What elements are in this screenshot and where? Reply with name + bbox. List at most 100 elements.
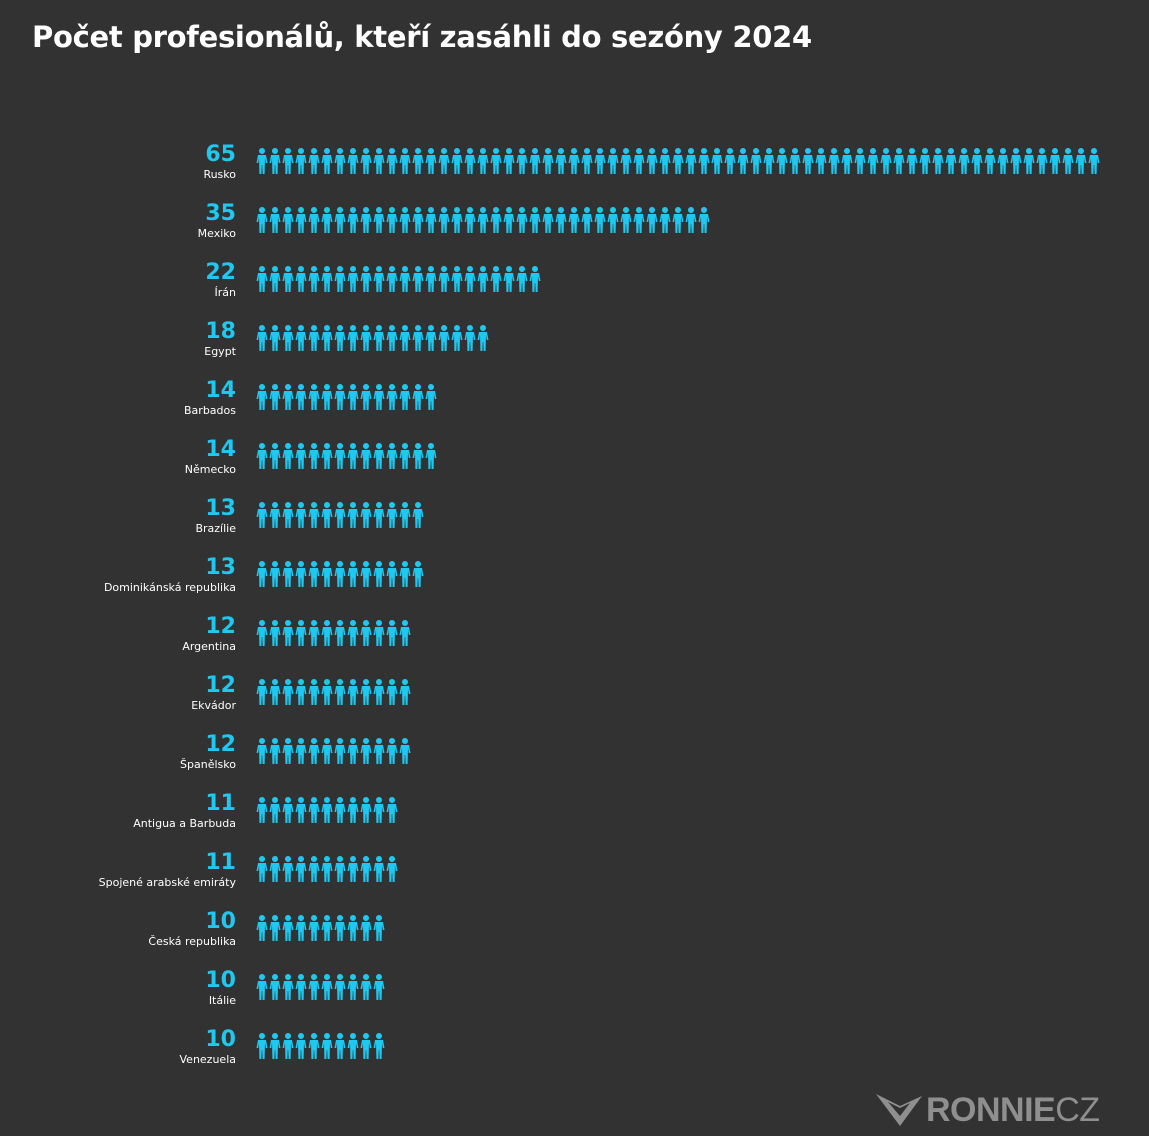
- person-icon: [945, 148, 957, 174]
- person-icon: [685, 207, 697, 233]
- data-value-label: 12: [205, 673, 236, 698]
- chart-row: 14 Barbados: [0, 379, 1149, 429]
- person-icon: [308, 384, 320, 410]
- category-label: Argentina: [182, 640, 236, 653]
- person-icon: [399, 620, 411, 646]
- person-icon: [347, 915, 359, 941]
- person-icon: [360, 148, 372, 174]
- person-icon: [321, 325, 333, 351]
- person-icon: [516, 266, 528, 292]
- person-icon: [360, 856, 372, 882]
- person-icon: [386, 738, 398, 764]
- person-icon: [516, 148, 528, 174]
- person-icon: [269, 561, 281, 587]
- person-icon: [282, 679, 294, 705]
- person-icon: [321, 797, 333, 823]
- chart-row: 11 Spojené arabské emiráty: [0, 851, 1149, 901]
- data-value-label: 10: [205, 1027, 236, 1052]
- data-value-label: 11: [205, 850, 236, 875]
- person-icon: [425, 443, 437, 469]
- person-icon: [360, 443, 372, 469]
- person-icon: [399, 443, 411, 469]
- person-icon: [425, 266, 437, 292]
- person-icon: [464, 266, 476, 292]
- person-icon: [698, 148, 710, 174]
- person-icon: [295, 915, 307, 941]
- person-icon-bar: [256, 266, 541, 292]
- category-label: Brazílie: [195, 522, 236, 535]
- person-icon: [282, 974, 294, 1000]
- person-icon: [256, 620, 268, 646]
- chart-title: Počet profesionálů, kteří zasáhli do sez…: [32, 20, 812, 54]
- person-icon: [360, 915, 372, 941]
- person-icon: [919, 148, 931, 174]
- person-icon: [399, 207, 411, 233]
- person-icon: [1023, 148, 1035, 174]
- person-icon: [776, 148, 788, 174]
- person-icon: [321, 620, 333, 646]
- person-icon: [386, 266, 398, 292]
- person-icon: [386, 502, 398, 528]
- person-icon-bar: [256, 797, 398, 823]
- person-icon: [685, 148, 697, 174]
- data-value-label: 13: [205, 555, 236, 580]
- data-value-label: 10: [205, 968, 236, 993]
- person-icon: [347, 1033, 359, 1059]
- person-icon: [386, 856, 398, 882]
- category-label: Mexiko: [197, 227, 236, 240]
- person-icon: [412, 325, 424, 351]
- person-icon: [321, 974, 333, 1000]
- person-icon: [334, 561, 346, 587]
- person-icon-bar: [256, 620, 411, 646]
- person-icon: [334, 856, 346, 882]
- person-icon: [581, 148, 593, 174]
- person-icon: [269, 384, 281, 410]
- person-icon: [308, 797, 320, 823]
- person-icon: [308, 266, 320, 292]
- category-label: Spojené arabské emiráty: [98, 876, 236, 889]
- person-icon: [737, 148, 749, 174]
- person-icon: [529, 148, 541, 174]
- person-icon: [490, 207, 502, 233]
- person-icon: [867, 148, 879, 174]
- person-icon-bar: [256, 384, 437, 410]
- person-icon: [477, 148, 489, 174]
- person-icon: [334, 797, 346, 823]
- person-icon: [347, 325, 359, 351]
- person-icon: [620, 207, 632, 233]
- person-icon: [347, 561, 359, 587]
- person-icon: [347, 620, 359, 646]
- person-icon: [360, 266, 372, 292]
- person-icon: [269, 325, 281, 351]
- person-icon: [308, 325, 320, 351]
- person-icon-bar: [256, 325, 489, 351]
- category-label: Egypt: [204, 345, 236, 358]
- person-icon: [295, 797, 307, 823]
- person-icon: [282, 502, 294, 528]
- person-icon: [256, 738, 268, 764]
- person-icon: [984, 148, 996, 174]
- person-icon: [269, 207, 281, 233]
- person-icon: [347, 679, 359, 705]
- person-icon: [373, 856, 385, 882]
- logo-arrow-icon: [876, 1094, 922, 1126]
- person-icon-bar: [256, 856, 398, 882]
- person-icon: [373, 974, 385, 1000]
- person-icon: [282, 207, 294, 233]
- person-icon: [529, 207, 541, 233]
- person-icon: [386, 561, 398, 587]
- person-icon: [282, 738, 294, 764]
- person-icon: [295, 856, 307, 882]
- category-label: Ekvádor: [191, 699, 236, 712]
- person-icon: [412, 561, 424, 587]
- person-icon: [321, 561, 333, 587]
- chart-row: 13 Brazílie: [0, 497, 1149, 547]
- person-icon: [269, 443, 281, 469]
- person-icon-bar: [256, 679, 411, 705]
- person-icon: [360, 974, 372, 1000]
- person-icon: [282, 1033, 294, 1059]
- person-icon: [269, 797, 281, 823]
- person-icon: [451, 207, 463, 233]
- person-icon: [308, 915, 320, 941]
- person-icon: [386, 679, 398, 705]
